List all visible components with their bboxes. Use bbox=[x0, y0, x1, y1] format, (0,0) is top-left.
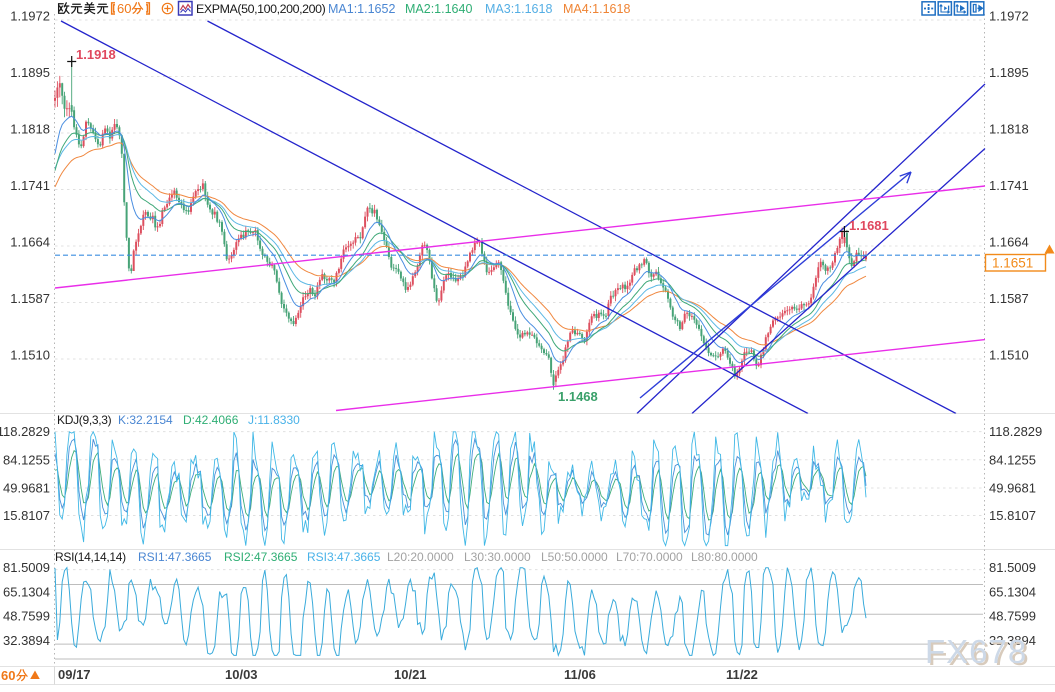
svg-text:60: 60 bbox=[117, 1, 131, 16]
svg-text:11/06: 11/06 bbox=[564, 667, 596, 682]
svg-text:RSI2:47.3665: RSI2:47.3665 bbox=[224, 550, 298, 564]
svg-text:RSI3:47.3665: RSI3:47.3665 bbox=[307, 550, 381, 564]
svg-text:81.5009: 81.5009 bbox=[3, 560, 50, 575]
svg-text:EXPMA(50,100,200,200): EXPMA(50,100,200,200) bbox=[196, 2, 326, 16]
svg-text:11/22: 11/22 bbox=[726, 667, 758, 682]
svg-text:L30:30.0000: L30:30.0000 bbox=[464, 550, 531, 564]
svg-text:15.8107: 15.8107 bbox=[989, 508, 1036, 523]
svg-text:D:42.4066: D:42.4066 bbox=[183, 413, 239, 427]
svg-text:65.1304: 65.1304 bbox=[989, 584, 1036, 599]
svg-text:L70:70.0000: L70:70.0000 bbox=[616, 550, 683, 564]
svg-text:32.3894: 32.3894 bbox=[3, 633, 50, 648]
svg-text:10/03: 10/03 bbox=[225, 667, 258, 682]
svg-text:MA1:1.1652: MA1:1.1652 bbox=[328, 2, 395, 16]
svg-text:1.1510: 1.1510 bbox=[10, 348, 50, 363]
svg-text:1.1587: 1.1587 bbox=[989, 291, 1029, 306]
svg-text:1.1664: 1.1664 bbox=[10, 235, 50, 250]
svg-text:FX678: FX678 bbox=[925, 633, 1027, 670]
svg-text:118.2829: 118.2829 bbox=[0, 424, 50, 439]
svg-text:32.3894: 32.3894 bbox=[989, 633, 1036, 648]
svg-text:L50:50.0000: L50:50.0000 bbox=[541, 550, 608, 564]
svg-text:1.1918: 1.1918 bbox=[76, 47, 116, 62]
svg-text:1.1681: 1.1681 bbox=[849, 218, 889, 233]
svg-text:1.1510: 1.1510 bbox=[989, 348, 1029, 363]
svg-text:RSI1:47.3665: RSI1:47.3665 bbox=[138, 550, 212, 564]
svg-text:15.8107: 15.8107 bbox=[3, 508, 50, 523]
svg-text:FX678: FX678 bbox=[928, 635, 1030, 672]
svg-text:1.1972: 1.1972 bbox=[10, 9, 50, 24]
svg-text:84.1255: 84.1255 bbox=[989, 452, 1036, 467]
svg-text:1.1741: 1.1741 bbox=[989, 178, 1029, 193]
svg-text:48.7599: 48.7599 bbox=[989, 609, 1036, 624]
svg-text:RSI(14,14,14): RSI(14,14,14) bbox=[55, 550, 126, 564]
svg-text:118.2829: 118.2829 bbox=[989, 424, 1042, 439]
svg-text:1.1651: 1.1651 bbox=[992, 256, 1033, 271]
svg-text:K:32.2154: K:32.2154 bbox=[118, 413, 173, 427]
svg-text:49.9681: 49.9681 bbox=[3, 481, 50, 496]
svg-text:49.9681: 49.9681 bbox=[989, 481, 1036, 496]
svg-text:L20:20.0000: L20:20.0000 bbox=[387, 550, 454, 564]
svg-text:81.5009: 81.5009 bbox=[989, 560, 1036, 575]
svg-text:09/17: 09/17 bbox=[58, 667, 91, 682]
svg-text:MA2:1.1640: MA2:1.1640 bbox=[405, 2, 472, 16]
svg-text:65.1304: 65.1304 bbox=[3, 584, 50, 599]
svg-text:84.1255: 84.1255 bbox=[3, 452, 50, 467]
svg-text:1.1895: 1.1895 bbox=[989, 65, 1029, 80]
svg-text:MA3:1.1618: MA3:1.1618 bbox=[485, 2, 552, 16]
svg-text:1.1468: 1.1468 bbox=[558, 389, 598, 404]
svg-text:48.7599: 48.7599 bbox=[3, 609, 50, 624]
svg-text:10/21: 10/21 bbox=[394, 667, 427, 682]
svg-text:L80:80.0000: L80:80.0000 bbox=[691, 550, 758, 564]
svg-text:1.1972: 1.1972 bbox=[989, 9, 1029, 24]
svg-text:1.1664: 1.1664 bbox=[989, 235, 1029, 250]
svg-text:1.1818: 1.1818 bbox=[989, 122, 1029, 137]
svg-text:MA4:1.1618: MA4:1.1618 bbox=[563, 2, 630, 16]
svg-text:J:11.8330: J:11.8330 bbox=[248, 413, 300, 427]
svg-text:KDJ(9,3,3): KDJ(9,3,3) bbox=[57, 413, 112, 427]
svg-text:60: 60 bbox=[1, 668, 15, 683]
svg-text:1.1895: 1.1895 bbox=[10, 65, 50, 80]
svg-text:1.1587: 1.1587 bbox=[10, 291, 50, 306]
svg-text:1.1818: 1.1818 bbox=[10, 122, 50, 137]
svg-text:1.1741: 1.1741 bbox=[10, 178, 50, 193]
